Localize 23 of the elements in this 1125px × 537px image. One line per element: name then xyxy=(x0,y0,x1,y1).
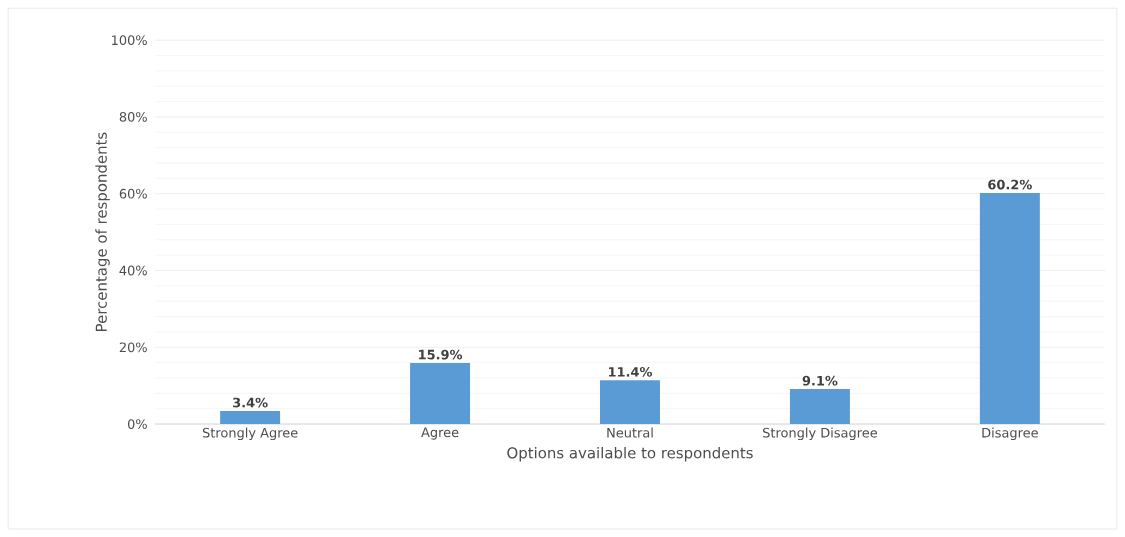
bar xyxy=(600,380,660,424)
y-tick-label: 60% xyxy=(119,188,147,199)
y-tick-label: 0% xyxy=(127,419,147,429)
bar xyxy=(410,362,471,424)
x-tick-label: Strongly Agree xyxy=(202,427,298,440)
data-label: 11.4% xyxy=(609,366,653,377)
data-label: 9.1% xyxy=(802,375,838,386)
y-axis-title: Percentage of respondents xyxy=(95,132,110,331)
y-tick-label: 40% xyxy=(119,265,147,276)
x-tick-label: Neutral xyxy=(607,427,653,438)
data-label: 15.9% xyxy=(419,349,463,360)
x-axis-title: Options available to respondents xyxy=(507,446,753,462)
y-tick-label: 20% xyxy=(119,342,147,353)
data-label: 3.4% xyxy=(233,397,268,408)
bar xyxy=(789,389,850,424)
x-tick-label: Disagree xyxy=(982,427,1038,440)
bar xyxy=(979,192,1040,424)
data-label: 60.2% xyxy=(988,179,1032,190)
x-tick-label: Strongly Disagree xyxy=(763,427,877,440)
x-tick-label: Agree xyxy=(421,427,459,440)
y-tick-label: 80% xyxy=(119,111,147,122)
y-tick-label: 100% xyxy=(112,35,147,45)
bar xyxy=(220,410,281,424)
